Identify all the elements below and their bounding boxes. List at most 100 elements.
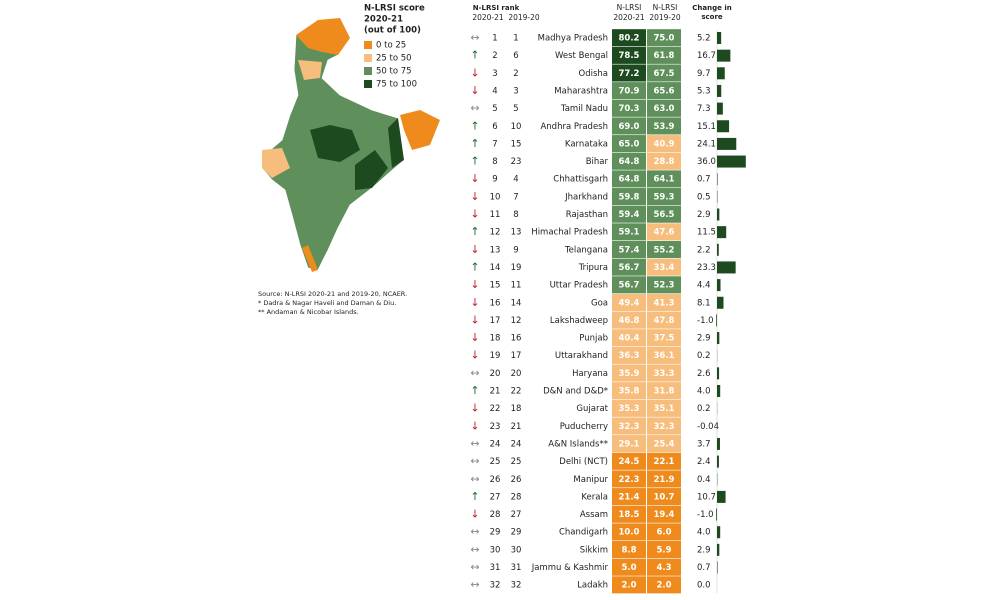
score-cell <box>647 99 681 117</box>
rank-2019: 22 <box>511 387 522 397</box>
rank-2019: 24 <box>511 439 522 449</box>
rank-2019: 6 <box>513 51 518 61</box>
rank-2020: 26 <box>490 475 501 485</box>
score-cell <box>612 99 646 117</box>
rank-2019: 11 <box>511 281 522 291</box>
note: Source: N-LRSI 2020-21 and 2019-20, NCAE… <box>258 290 407 298</box>
change-bar <box>717 49 731 62</box>
change-bar <box>717 279 721 292</box>
score-cell <box>647 205 681 223</box>
rank-2020: 27 <box>490 492 501 502</box>
change-bar <box>717 208 720 221</box>
state-name: Ladakh <box>577 581 608 591</box>
map-region <box>388 118 404 168</box>
score-cell <box>612 346 646 364</box>
score-value: 25.4 <box>654 439 675 449</box>
score-value: 35.3 <box>619 404 640 414</box>
legend-label: 0 to 25 <box>376 41 406 51</box>
rank-2020: 20 <box>490 369 501 379</box>
change-value: -1.0 <box>697 316 714 326</box>
rank-2020: 10 <box>490 192 501 202</box>
trend-arrow: ↓ <box>470 508 479 521</box>
score-value: 2.0 <box>656 581 671 591</box>
score-value: 70.3 <box>619 104 640 114</box>
score-value: 59.4 <box>619 210 640 220</box>
change-bar <box>717 261 736 274</box>
header: Change in <box>692 4 731 12</box>
table-header: N-LRSI rank 2020-21 2019-20 N-LRSI 2020-… <box>472 3 731 22</box>
score-cell <box>612 276 646 294</box>
trend-arrow: ↓ <box>470 296 479 309</box>
trend-arrow: ↔ <box>470 578 479 591</box>
score-cell <box>612 417 646 435</box>
header: score <box>701 13 723 21</box>
score-value: 5.9 <box>656 545 671 555</box>
rank-2020: 17 <box>490 316 501 326</box>
score-cell <box>647 558 681 576</box>
rank-2020: 16 <box>490 298 501 308</box>
change-value: 2.4 <box>697 457 711 467</box>
state-name: Gujarat <box>576 404 608 414</box>
score-value: 52.3 <box>654 281 675 291</box>
map-northeast <box>400 110 440 150</box>
change-value: 4.0 <box>697 528 711 538</box>
score-value: 32.3 <box>619 422 640 432</box>
change-value: 2.6 <box>697 369 711 379</box>
map-region <box>310 125 360 162</box>
score-value: 36.3 <box>619 351 640 361</box>
score-value: 29.1 <box>619 439 640 449</box>
score-value: 69.0 <box>619 122 640 132</box>
rank-2019: 28 <box>511 492 522 502</box>
trend-arrow: ↑ <box>470 384 479 397</box>
rank-2020: 1 <box>492 34 497 44</box>
map-region <box>298 60 322 80</box>
score-cell <box>612 505 646 523</box>
state-name: Puducherry <box>560 422 608 432</box>
score-cell <box>647 488 681 506</box>
score-value: 56.7 <box>619 281 640 291</box>
state-name: Uttarakhand <box>555 351 608 361</box>
header: 2019-20 <box>508 13 540 22</box>
change-bar <box>717 526 721 539</box>
trend-arrow: ↔ <box>470 102 479 115</box>
score-value: 75.0 <box>654 34 675 44</box>
rank-2019: 2 <box>513 69 518 79</box>
change-bar <box>716 508 717 521</box>
rank-2020: 8 <box>492 157 497 167</box>
trend-arrow: ↔ <box>470 472 479 485</box>
score-value: 35.9 <box>619 369 640 379</box>
state-name: Kerala <box>581 492 608 502</box>
score-cell <box>612 435 646 453</box>
trend-arrow: ↓ <box>470 402 479 415</box>
score-value: 59.8 <box>619 192 640 202</box>
change-value: 0.4 <box>697 475 711 485</box>
change-bar <box>716 314 717 327</box>
score-value: 63.0 <box>654 104 675 114</box>
change-bar <box>717 84 722 97</box>
change-value: 3.7 <box>697 439 711 449</box>
score-cell <box>612 470 646 488</box>
score-value: 8.8 <box>621 545 636 555</box>
score-value: 77.2 <box>619 69 640 79</box>
score-cell <box>647 29 681 47</box>
rank-2019: 30 <box>511 545 522 555</box>
trend-arrow: ↓ <box>470 66 479 79</box>
score-value: 56.5 <box>654 210 675 220</box>
rank-2019: 8 <box>513 210 518 220</box>
change-bar <box>717 543 720 556</box>
change-bar <box>717 243 719 256</box>
note: ** Andaman & Nicobar Islands. <box>258 308 359 316</box>
score-cell <box>612 382 646 400</box>
score-value: 19.4 <box>654 510 675 520</box>
rank-2020: 5 <box>492 104 497 114</box>
score-cell <box>647 417 681 435</box>
rank-2020: 15 <box>490 281 501 291</box>
score-value: 10.0 <box>619 528 640 538</box>
legend-title: (out of 100) <box>364 26 421 36</box>
score-cell <box>612 46 646 64</box>
score-value: 59.1 <box>619 228 640 238</box>
score-cell <box>612 399 646 417</box>
score-cell <box>612 258 646 276</box>
trend-arrow: ↓ <box>470 190 479 203</box>
rank-2019: 32 <box>511 581 522 591</box>
